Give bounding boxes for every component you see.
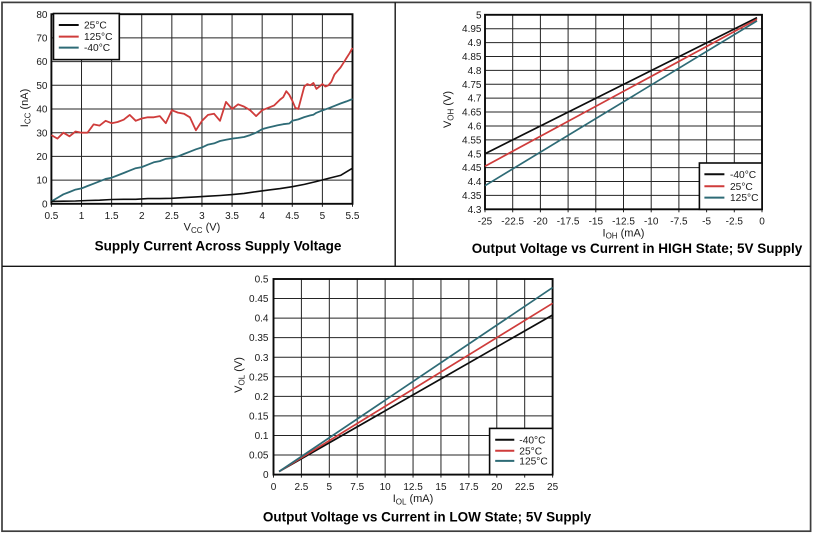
svg-text:VCC (V): VCC (V): [184, 221, 221, 234]
svg-text:0.1: 0.1: [255, 431, 269, 442]
svg-text:-22.5: -22.5: [501, 216, 524, 227]
svg-text:25°C: 25°C: [730, 182, 753, 193]
svg-text:3: 3: [199, 211, 205, 222]
svg-text:5: 5: [476, 10, 482, 21]
svg-text:4.9: 4.9: [468, 38, 482, 49]
svg-text:0.35: 0.35: [249, 333, 269, 344]
svg-text:-10: -10: [644, 216, 659, 227]
svg-text:Supply Current Across Supply V: Supply Current Across Supply Voltage: [95, 238, 342, 253]
svg-text:15: 15: [435, 482, 447, 493]
svg-text:-40°C: -40°C: [519, 435, 545, 446]
svg-text:0: 0: [42, 199, 48, 210]
svg-text:Output Voltage vs Current in L: Output Voltage vs Current in LOW State; …: [263, 510, 592, 525]
svg-text:-5: -5: [702, 216, 711, 227]
svg-text:0: 0: [263, 470, 269, 481]
svg-text:-20: -20: [533, 216, 548, 227]
svg-text:-7.5: -7.5: [670, 216, 688, 227]
svg-text:4.85: 4.85: [462, 52, 482, 63]
svg-text:10: 10: [380, 482, 392, 493]
svg-text:5: 5: [320, 211, 326, 222]
svg-text:0.5: 0.5: [44, 211, 58, 222]
svg-text:4.6: 4.6: [468, 121, 482, 132]
svg-text:0.5: 0.5: [255, 275, 269, 286]
svg-text:10: 10: [36, 176, 48, 187]
svg-text:5: 5: [327, 482, 333, 493]
svg-text:25°C: 25°C: [519, 446, 542, 457]
svg-text:4.35: 4.35: [462, 191, 482, 202]
svg-text:22.5: 22.5: [515, 482, 535, 493]
svg-text:Output Voltage vs Current in H: Output Voltage vs Current in HIGH State;…: [472, 241, 803, 256]
svg-text:4.5: 4.5: [285, 211, 299, 222]
svg-text:2.5: 2.5: [294, 482, 308, 493]
svg-text:1.5: 1.5: [105, 211, 119, 222]
svg-text:VOL (V): VOL (V): [233, 357, 246, 393]
svg-text:4.7: 4.7: [468, 94, 482, 105]
svg-text:125°C: 125°C: [730, 193, 758, 204]
svg-text:125°C: 125°C: [84, 32, 112, 43]
svg-text:4.4: 4.4: [468, 177, 482, 188]
svg-text:60: 60: [36, 57, 48, 68]
svg-text:1: 1: [79, 211, 85, 222]
svg-text:125°C: 125°C: [519, 457, 547, 468]
svg-text:4.55: 4.55: [462, 135, 482, 146]
svg-text:7.5: 7.5: [350, 482, 364, 493]
svg-text:IOH (mA): IOH (mA): [603, 227, 645, 240]
svg-text:IOL (mA): IOL (mA): [393, 493, 434, 506]
svg-text:4.3: 4.3: [468, 205, 482, 216]
svg-text:50: 50: [36, 81, 48, 92]
svg-text:0.15: 0.15: [249, 411, 269, 422]
svg-text:4.75: 4.75: [462, 80, 482, 91]
svg-text:4.95: 4.95: [462, 24, 482, 35]
svg-text:5.5: 5.5: [346, 211, 360, 222]
svg-text:0: 0: [759, 216, 765, 227]
svg-text:30: 30: [36, 128, 48, 139]
svg-text:3.5: 3.5: [225, 211, 239, 222]
svg-text:4.8: 4.8: [468, 66, 482, 77]
svg-text:12.5: 12.5: [403, 482, 423, 493]
svg-text:25: 25: [547, 482, 559, 493]
svg-text:0.45: 0.45: [249, 294, 269, 305]
svg-text:-40°C: -40°C: [84, 43, 110, 54]
svg-text:80: 80: [36, 10, 48, 21]
svg-text:-40°C: -40°C: [730, 170, 756, 181]
svg-text:2: 2: [139, 211, 145, 222]
svg-text:4.65: 4.65: [462, 108, 482, 119]
svg-text:-15: -15: [589, 216, 604, 227]
svg-text:ICC (nA): ICC (nA): [19, 89, 32, 127]
svg-text:70: 70: [36, 33, 48, 44]
svg-text:0.2: 0.2: [255, 392, 269, 403]
svg-text:VOH (V): VOH (V): [442, 91, 455, 128]
svg-text:20: 20: [36, 152, 48, 163]
svg-text:17.5: 17.5: [459, 482, 479, 493]
svg-text:-17.5: -17.5: [557, 216, 580, 227]
svg-text:4: 4: [259, 211, 265, 222]
svg-text:0.4: 0.4: [255, 314, 269, 325]
svg-text:2.5: 2.5: [165, 211, 179, 222]
svg-text:0.3: 0.3: [255, 353, 269, 364]
svg-text:0.05: 0.05: [249, 451, 269, 462]
svg-text:40: 40: [36, 105, 48, 116]
svg-text:4.45: 4.45: [462, 163, 482, 174]
svg-text:0.25: 0.25: [249, 372, 269, 383]
svg-text:4.5: 4.5: [468, 149, 482, 160]
svg-text:25°C: 25°C: [84, 21, 107, 32]
svg-text:20: 20: [491, 482, 503, 493]
svg-text:0: 0: [271, 482, 277, 493]
svg-text:-2.5: -2.5: [726, 216, 744, 227]
svg-text:-12.5: -12.5: [612, 216, 635, 227]
svg-text:-25: -25: [478, 216, 493, 227]
